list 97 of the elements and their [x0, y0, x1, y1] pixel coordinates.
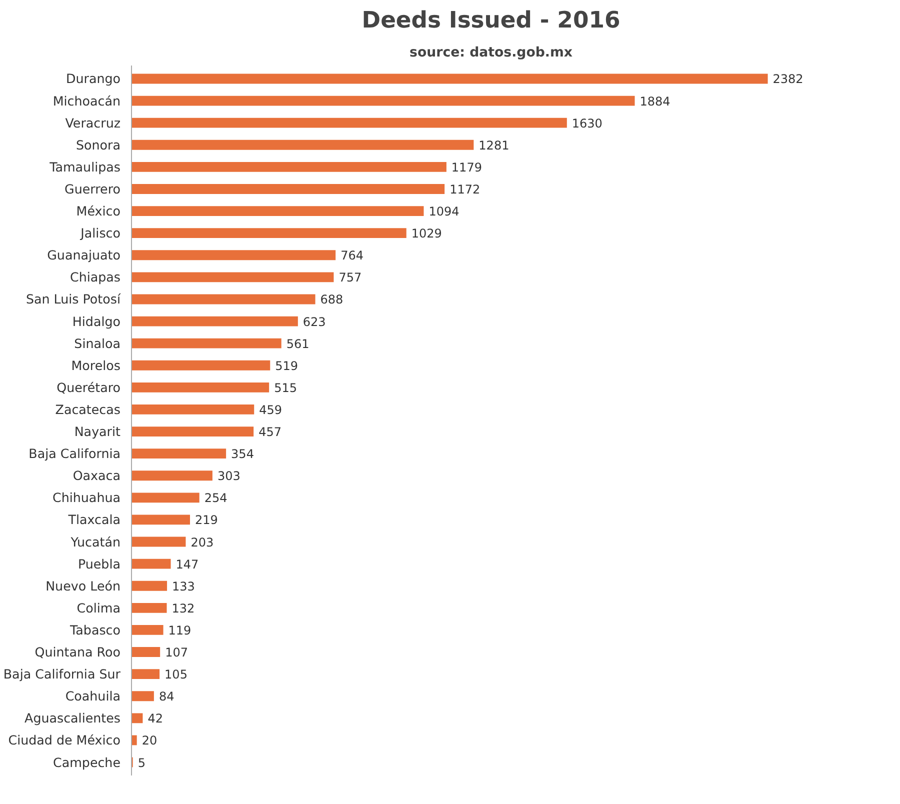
- bar: [132, 602, 167, 613]
- bar: [132, 669, 160, 680]
- data-label: 764: [340, 248, 364, 263]
- data-label: 1172: [450, 182, 480, 196]
- y-tick-label: Veracruz: [65, 115, 121, 130]
- bar: [132, 206, 424, 216]
- data-label: 133: [172, 579, 195, 594]
- data-label: 1094: [428, 204, 460, 219]
- data-label: 203: [190, 535, 214, 550]
- bar: [132, 625, 164, 635]
- data-label: 688: [320, 292, 344, 307]
- y-tick-label: Chiapas: [70, 270, 120, 285]
- bar: [132, 96, 635, 106]
- bar: [132, 184, 445, 194]
- bar: [132, 382, 270, 392]
- bar: [132, 140, 474, 150]
- y-tick-label: Coahuila: [65, 688, 121, 704]
- data-label: 1884: [640, 94, 670, 108]
- y-tick-label: Puebla: [78, 556, 121, 572]
- bar: [132, 272, 334, 282]
- y-tick-label: México: [76, 204, 121, 219]
- bar: [132, 74, 768, 84]
- data-label: 561: [286, 336, 310, 351]
- data-label: 1029: [411, 226, 442, 241]
- data-label: 757: [338, 270, 362, 285]
- y-tick-label: San Luis Potosí: [26, 292, 121, 307]
- data-label: 519: [275, 358, 298, 373]
- y-tick-label: Sinaloa: [74, 336, 120, 351]
- bar: [132, 338, 282, 348]
- y-tick-label: Tabasco: [69, 622, 121, 638]
- chart-title: Deeds Issued - 2016: [362, 8, 620, 34]
- y-tick-label: Ciudad de México: [8, 732, 121, 748]
- bar: [132, 316, 298, 326]
- bar: [132, 118, 567, 128]
- y-tick-label: Campeche: [52, 754, 121, 770]
- data-label: 132: [172, 601, 195, 616]
- y-tick-label: Colima: [76, 600, 121, 616]
- y-tick-label: Morelos: [71, 358, 121, 373]
- y-tick-label: Aguascalientes: [24, 710, 121, 726]
- bar: [132, 470, 212, 481]
- bar: [132, 250, 336, 260]
- y-tick-label: Baja California Sur: [3, 666, 122, 682]
- data-label: 457: [258, 425, 282, 440]
- bar: [132, 514, 190, 525]
- y-tick-label: Tlaxcala: [67, 512, 121, 528]
- data-label: 303: [217, 469, 240, 484]
- bar: [132, 580, 168, 591]
- bar: [132, 448, 226, 459]
- bar: [132, 558, 171, 569]
- bar: [132, 360, 270, 370]
- data-label: 2382: [772, 72, 804, 86]
- data-label: 147: [176, 557, 199, 572]
- data-label: 1281: [478, 138, 510, 152]
- bar: [132, 691, 154, 702]
- y-tick-label: Zacatecas: [55, 402, 121, 417]
- data-label: 515: [274, 380, 297, 395]
- data-label: 623: [302, 314, 326, 329]
- y-tick-label: Baja California: [28, 446, 121, 462]
- data-label: 119: [168, 623, 192, 638]
- y-tick-label: Guanajuato: [47, 248, 121, 263]
- bar: [132, 647, 160, 657]
- chart-subtitle: source: datos.gob.mx: [410, 46, 573, 60]
- y-tick-label: Nuevo León: [46, 578, 121, 594]
- data-label: 219: [195, 513, 218, 528]
- data-label: 254: [204, 491, 228, 506]
- y-tick-label: Quintana Roo: [34, 644, 121, 660]
- y-tick-label: Sonora: [76, 137, 121, 152]
- bar: [132, 713, 143, 724]
- y-tick-label: Yucatán: [70, 534, 121, 550]
- bar: [132, 426, 254, 436]
- y-tick-label: Oaxaca: [72, 468, 121, 484]
- bar: [132, 228, 406, 238]
- data-label: 354: [231, 447, 254, 462]
- data-label: 42: [148, 712, 163, 726]
- data-label: 459: [259, 402, 282, 417]
- bar: [132, 735, 137, 746]
- data-label: 20: [142, 734, 158, 748]
- y-tick-label: Tamaulipas: [48, 159, 121, 174]
- bar: [132, 536, 186, 547]
- y-tick-label: Jalisco: [80, 226, 121, 241]
- y-tick-label: Michoacán: [52, 93, 121, 108]
- data-label: 84: [158, 690, 174, 704]
- bar: [132, 492, 200, 503]
- y-tick-label: Hidalgo: [72, 314, 121, 329]
- bar: [132, 294, 316, 304]
- y-tick-label: Querétaro: [56, 380, 121, 395]
- bar: [132, 162, 446, 172]
- y-tick-label: Nayarit: [74, 424, 121, 440]
- data-label: 1179: [451, 160, 482, 174]
- y-tick-label: Durango: [66, 71, 121, 86]
- y-tick-label: Guerrero: [64, 181, 121, 196]
- bar: [132, 404, 254, 414]
- data-label: 1630: [572, 116, 602, 130]
- y-tick-label: Chihuahua: [52, 490, 121, 506]
- data-label: 105: [164, 668, 188, 682]
- data-label: 5: [138, 756, 146, 770]
- data-label: 107: [165, 646, 188, 660]
